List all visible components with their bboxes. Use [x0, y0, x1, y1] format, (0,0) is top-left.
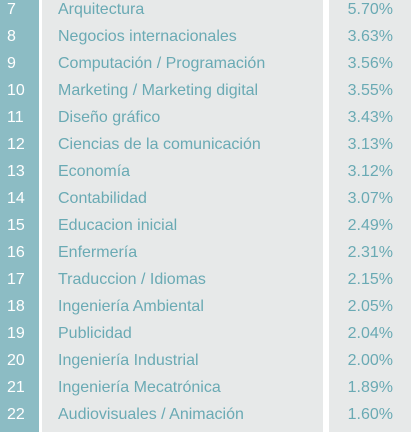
table-row: 20 Ingeniería Industrial 2.00%	[0, 347, 415, 374]
table-row: 14 Contabilidad 3.07%	[0, 185, 415, 212]
percent-cell: 2.31%	[347, 244, 393, 261]
rank-cell: 22	[7, 406, 25, 423]
rank-cell: 13	[7, 163, 25, 180]
table-row: 11 Diseño gráfico 3.43%	[0, 104, 415, 131]
career-cell: Ingeniería Industrial	[58, 352, 199, 369]
table-row: 15 Educacion inicial 2.49%	[0, 212, 415, 239]
table-row: 12 Ciencias de la comunicación 3.13%	[0, 131, 415, 158]
rank-cell: 21	[7, 379, 25, 396]
table-row: 21 Ingeniería Mecatrónica 1.89%	[0, 374, 415, 401]
career-cell: Ingeniería Ambiental	[58, 298, 204, 315]
rank-cell: 14	[7, 190, 25, 207]
career-cell: Diseño gráfico	[58, 109, 161, 126]
career-cell: Ciencias de la comunicación	[58, 136, 261, 153]
rank-cell: 17	[7, 271, 25, 288]
percent-cell: 3.13%	[347, 136, 393, 153]
career-cell: Arquitectura	[58, 1, 145, 18]
rank-cell: 8	[7, 28, 16, 45]
career-cell: Marketing / Marketing digital	[58, 82, 259, 99]
rank-cell: 11	[7, 109, 24, 126]
rank-cell: 19	[7, 325, 25, 342]
percent-cell: 1.89%	[347, 379, 393, 396]
percent-cell: 2.04%	[347, 325, 393, 342]
percent-cell: 2.05%	[347, 298, 393, 315]
career-cell: Ingeniería Mecatrónica	[58, 379, 221, 396]
rank-cell: 15	[7, 217, 25, 234]
rank-column	[0, 0, 39, 432]
rank-cell: 12	[7, 136, 25, 153]
percent-cell: 3.55%	[347, 82, 393, 99]
table-row: 18 Ingeniería Ambiental 2.05%	[0, 293, 415, 320]
percent-cell: 2.15%	[347, 271, 393, 288]
career-cell: Contabilidad	[58, 190, 147, 207]
career-cell: Economía	[58, 163, 131, 180]
career-cell: Computación / Programación	[58, 55, 266, 72]
percent-cell: 3.43%	[347, 109, 393, 126]
percent-cell: 5.70%	[347, 1, 393, 18]
career-cell: Publicidad	[58, 325, 132, 342]
table-row: 8 Negocios internacionales 3.63%	[0, 23, 415, 50]
table-row: 19 Publicidad 2.04%	[0, 320, 415, 347]
rank-cell: 10	[7, 82, 25, 99]
career-column	[42, 0, 323, 432]
percent-cell: 3.12%	[347, 163, 393, 180]
table-row: 9 Computación / Programación 3.56%	[0, 50, 415, 77]
percent-cell: 1.60%	[347, 406, 393, 423]
percent-cell: 2.49%	[347, 217, 393, 234]
table-row: 17 Traduccion / Idiomas 2.15%	[0, 266, 415, 293]
career-cell: Audiovisuales / Animación	[58, 406, 244, 423]
percent-column	[329, 0, 411, 432]
percent-cell: 3.56%	[347, 55, 393, 72]
rank-cell: 9	[7, 55, 16, 72]
rank-cell: 16	[7, 244, 25, 261]
percent-cell: 3.07%	[347, 190, 393, 207]
career-cell: Traduccion / Idiomas	[58, 271, 206, 288]
table-row: 7 Arquitectura 5.70%	[0, 0, 415, 23]
rank-cell: 20	[7, 352, 25, 369]
table-row: 10 Marketing / Marketing digital 3.55%	[0, 77, 415, 104]
career-cell: Enfermería	[58, 244, 138, 261]
percent-cell: 3.63%	[347, 28, 393, 45]
career-cell: Educacion inicial	[58, 217, 178, 234]
percent-cell: 2.00%	[347, 352, 393, 369]
rank-cell: 18	[7, 298, 25, 315]
table-row: 22 Audiovisuales / Animación 1.60%	[0, 401, 415, 428]
table-row: 13 Economía 3.12%	[0, 158, 415, 185]
rank-cell: 7	[7, 1, 16, 18]
table-row: 16 Enfermería 2.31%	[0, 239, 415, 266]
career-cell: Negocios internacionales	[58, 28, 237, 45]
